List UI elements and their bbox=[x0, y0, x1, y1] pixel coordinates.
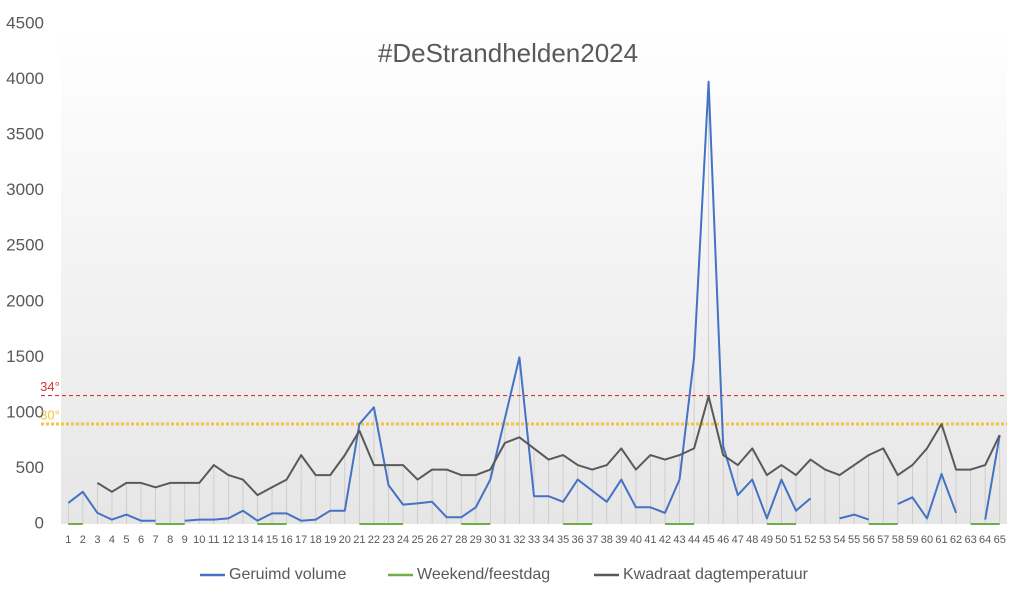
x-tick-label: 58 bbox=[892, 534, 904, 546]
x-tick-label: 65 bbox=[994, 534, 1006, 546]
x-tick-label: 46 bbox=[717, 534, 729, 546]
reference-label: 30° bbox=[40, 407, 60, 422]
y-tick-label: 3500 bbox=[6, 125, 44, 144]
x-tick-label: 15 bbox=[266, 534, 278, 546]
x-tick-label: 8 bbox=[167, 534, 173, 546]
x-tick-label: 51 bbox=[790, 534, 802, 546]
x-tick-label: 54 bbox=[834, 534, 846, 546]
x-tick-label: 49 bbox=[761, 534, 773, 546]
y-tick-label: 4000 bbox=[6, 69, 44, 88]
x-tick-label: 41 bbox=[644, 534, 656, 546]
legend-label: Kwadraat dagtemperatuur bbox=[623, 566, 809, 583]
x-tick-label: 40 bbox=[630, 534, 642, 546]
x-tick-label: 11 bbox=[208, 534, 219, 546]
plot-background bbox=[61, 24, 1007, 524]
x-tick-label: 48 bbox=[746, 534, 758, 546]
y-tick-label: 500 bbox=[16, 458, 44, 477]
x-tick-label: 2 bbox=[80, 534, 86, 546]
x-tick-label: 16 bbox=[280, 534, 292, 546]
y-tick-label: 0 bbox=[35, 513, 44, 532]
x-tick-label: 14 bbox=[251, 534, 263, 546]
y-tick-label: 2500 bbox=[6, 236, 44, 255]
y-tick-label: 4500 bbox=[6, 13, 44, 32]
x-tick-label: 20 bbox=[339, 534, 351, 546]
x-tick-label: 1 bbox=[65, 534, 71, 546]
x-tick-label: 12 bbox=[222, 534, 234, 546]
y-tick-label: 3000 bbox=[6, 180, 44, 199]
x-tick-label: 30 bbox=[484, 534, 496, 546]
x-tick-label: 47 bbox=[732, 534, 744, 546]
x-tick-label: 39 bbox=[615, 534, 627, 546]
x-tick-label: 33 bbox=[528, 534, 540, 546]
legend-label: Weekend/feestdag bbox=[417, 566, 550, 583]
y-tick-label: 2000 bbox=[6, 291, 44, 310]
x-tick-label: 18 bbox=[310, 534, 322, 546]
x-tick-label: 17 bbox=[295, 534, 307, 546]
x-tick-label: 29 bbox=[470, 534, 482, 546]
series-line bbox=[96, 395, 1001, 497]
x-tick-label: 59 bbox=[906, 534, 918, 546]
x-tick-label: 7 bbox=[153, 534, 159, 546]
x-tick-label: 10 bbox=[193, 534, 205, 546]
x-tick-label: 22 bbox=[368, 534, 380, 546]
x-tick-label: 52 bbox=[804, 534, 816, 546]
x-tick-label: 23 bbox=[382, 534, 394, 546]
x-tick-label: 24 bbox=[397, 534, 409, 546]
x-tick-label: 28 bbox=[455, 534, 467, 546]
x-tick-label: 42 bbox=[659, 534, 671, 546]
x-tick-label: 9 bbox=[182, 534, 188, 546]
x-tick-label: 61 bbox=[935, 534, 947, 546]
x-tick-label: 6 bbox=[138, 534, 144, 546]
x-tick-label: 63 bbox=[964, 534, 976, 546]
y-tick-label: 1500 bbox=[6, 347, 44, 366]
series-line bbox=[67, 80, 1001, 522]
x-tick-label: 45 bbox=[703, 534, 715, 546]
x-tick-label: 5 bbox=[123, 534, 129, 546]
x-tick-label: 26 bbox=[426, 534, 438, 546]
x-tick-label: 34 bbox=[542, 534, 554, 546]
x-tick-label: 64 bbox=[979, 534, 991, 546]
x-tick-label: 4 bbox=[109, 534, 115, 546]
legend-label: Geruimd volume bbox=[229, 566, 346, 583]
x-tick-label: 56 bbox=[863, 534, 875, 546]
x-tick-label: 62 bbox=[950, 534, 962, 546]
x-tick-label: 43 bbox=[673, 534, 685, 546]
x-tick-label: 36 bbox=[572, 534, 584, 546]
x-tick-label: 21 bbox=[353, 534, 365, 546]
x-tick-label: 44 bbox=[688, 534, 700, 546]
x-tick-label: 13 bbox=[237, 534, 249, 546]
x-tick-label: 25 bbox=[411, 534, 423, 546]
chart-title: #DeStrandhelden2024 bbox=[378, 38, 638, 68]
x-tick-label: 37 bbox=[586, 534, 598, 546]
x-tick-label: 57 bbox=[877, 534, 889, 546]
x-tick-label: 35 bbox=[557, 534, 569, 546]
x-tick-label: 19 bbox=[324, 534, 336, 546]
x-tick-label: 38 bbox=[601, 534, 613, 546]
x-tick-label: 3 bbox=[94, 534, 100, 546]
x-tick-label: 55 bbox=[848, 534, 860, 546]
x-tick-label: 27 bbox=[441, 534, 453, 546]
x-tick-label: 53 bbox=[819, 534, 831, 546]
x-tick-label: 50 bbox=[775, 534, 787, 546]
x-tick-label: 32 bbox=[513, 534, 525, 546]
reference-label: 34° bbox=[40, 379, 60, 394]
x-tick-label: 60 bbox=[921, 534, 933, 546]
x-tick-label: 31 bbox=[499, 534, 511, 546]
y-tick-label: 1000 bbox=[6, 402, 44, 421]
